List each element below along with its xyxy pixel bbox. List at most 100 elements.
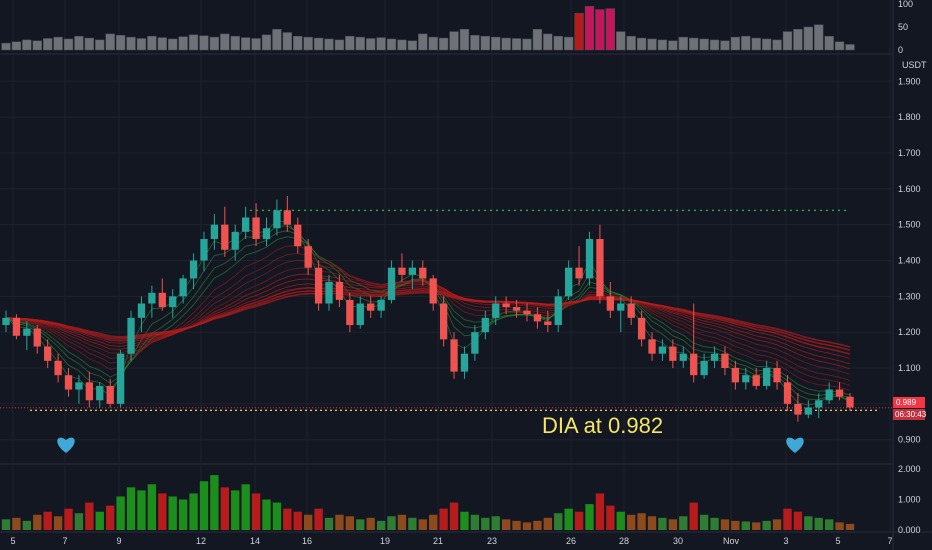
candle-body <box>107 386 114 404</box>
price-tick-label: 1.400 <box>898 256 921 266</box>
indicator-bar <box>793 29 802 50</box>
indicator-bar <box>345 36 354 50</box>
volume-bar <box>710 518 718 530</box>
volume-bar <box>304 515 312 530</box>
indicator-bar <box>22 40 31 50</box>
candle-body <box>211 225 218 239</box>
candle-body <box>263 228 270 239</box>
indicator-bar <box>825 36 834 50</box>
volume-bar <box>554 513 562 530</box>
volume-bar <box>137 490 145 530</box>
candle-body <box>784 382 791 404</box>
candle-body <box>284 210 291 224</box>
candle-body <box>721 354 728 368</box>
indicator-bar <box>543 34 552 50</box>
indicator-bar <box>835 42 844 50</box>
candle-body <box>513 307 520 311</box>
candle-body <box>471 332 478 354</box>
indicator-bar <box>325 39 334 50</box>
indicator-bar <box>304 37 313 50</box>
indicator-bar <box>439 38 448 50</box>
volume-bar <box>189 493 197 530</box>
candle-body <box>492 304 499 318</box>
candle-body <box>826 390 833 401</box>
indicator-bar <box>554 36 563 50</box>
ema-line <box>6 226 850 400</box>
candle-body <box>388 268 395 300</box>
top-indicator-pane <box>2 6 855 50</box>
candle-body <box>252 217 259 239</box>
indicator-bar <box>616 32 625 50</box>
volume-bar <box>721 519 729 530</box>
volume-bar <box>273 503 281 530</box>
candle-body <box>367 304 374 311</box>
volume-bar <box>669 519 677 530</box>
candle-body <box>377 300 384 311</box>
candles <box>2 196 853 422</box>
candle-body <box>575 268 582 279</box>
indicator-bar <box>595 10 604 50</box>
date-label: 21 <box>433 536 443 546</box>
date-label: 19 <box>380 536 390 546</box>
candle-body <box>607 296 614 310</box>
ribbon-overlay <box>6 221 850 406</box>
indicator-bar <box>741 36 750 50</box>
candle-body <box>461 354 468 372</box>
indicator-tick-label: 100 <box>898 0 913 9</box>
ema-line <box>6 221 850 406</box>
candle-body <box>617 304 624 311</box>
candle-body <box>794 404 801 415</box>
annotation-text: DIA at 0.982 <box>542 413 663 438</box>
date-label: Nov <box>723 536 740 546</box>
price-tick-label: 1.100 <box>898 363 921 373</box>
volume-bar <box>502 519 510 530</box>
volume-bar <box>367 518 375 530</box>
volume-bar <box>314 509 322 530</box>
indicator-bar <box>179 37 188 50</box>
candle-body <box>680 354 687 361</box>
indicator-bar <box>12 42 21 50</box>
candle-body <box>430 278 437 303</box>
indicator-bar <box>762 39 771 50</box>
indicator-bar <box>450 32 459 50</box>
volume-bar <box>377 521 385 530</box>
price-tick-label: 1.300 <box>898 291 921 301</box>
volume-bar <box>564 509 572 530</box>
candle-body <box>544 321 551 325</box>
indicator-bar <box>75 36 84 50</box>
candle-body <box>190 261 197 279</box>
volume-bar <box>2 519 10 530</box>
indicator-bar <box>210 37 219 50</box>
indicator-bar <box>147 36 156 50</box>
indicator-bar <box>33 41 42 50</box>
volume-bar <box>158 493 166 530</box>
indicator-bar <box>585 6 594 50</box>
volume-bar <box>658 518 666 530</box>
candle-body <box>75 382 82 389</box>
volume-bar <box>23 521 31 530</box>
volume-bar <box>44 512 52 530</box>
candle-body <box>638 318 645 340</box>
indicator-bar <box>272 29 281 50</box>
candle-body <box>409 268 416 275</box>
volume-bar <box>429 515 437 530</box>
candle-body <box>648 339 655 353</box>
indicator-bar <box>377 38 386 50</box>
volume-bar <box>75 513 83 530</box>
candle-body <box>336 282 343 300</box>
candle-body <box>127 318 134 354</box>
indicator-bar <box>814 25 823 50</box>
volume-bar <box>825 519 833 530</box>
volume-bar <box>335 515 343 530</box>
date-label: 30 <box>673 536 683 546</box>
volume-bar <box>283 509 291 530</box>
volume-bar <box>679 516 687 530</box>
candle-body <box>773 368 780 382</box>
indicator-bar <box>2 43 11 50</box>
candle-body <box>221 225 228 250</box>
volume-bar <box>637 513 645 530</box>
date-label: 5 <box>10 536 15 546</box>
price-tick-label: 1.800 <box>898 112 921 122</box>
volume-bar <box>450 503 458 530</box>
candle-body <box>159 293 166 307</box>
